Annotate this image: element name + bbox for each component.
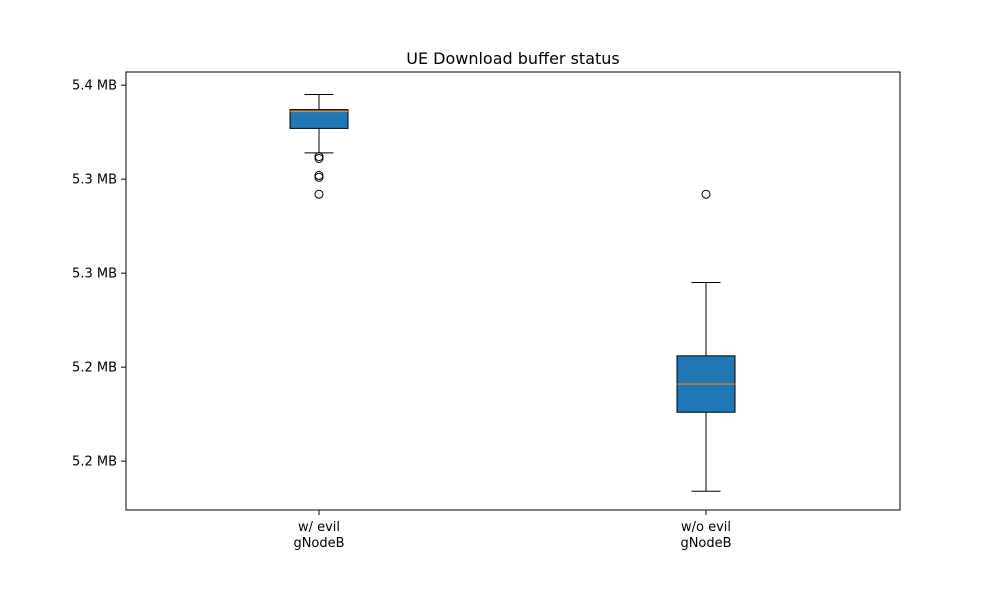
axes-frame [125, 71, 901, 511]
x-tick-label: gNodeB [680, 536, 731, 551]
y-tick-label: 5.3 MB [72, 267, 117, 282]
y-tick-label: 5.2 MB [72, 455, 117, 470]
outlier-point [314, 189, 324, 199]
plot-area: 5.4 MB5.3 MB5.3 MB5.2 MB5.2 MBw/ evilgNo… [72, 79, 736, 551]
y-tick-label: 5.3 MB [72, 173, 117, 188]
y-tick-label: 5.4 MB [72, 79, 117, 94]
x-tick-label: gNodeB [293, 536, 344, 551]
outlier-point [314, 152, 324, 162]
x-tick-label: w/o evil [681, 520, 731, 535]
y-tick-label: 5.2 MB [72, 361, 117, 376]
x-tick-label: w/ evil [298, 520, 340, 535]
chart-title: UE Download buffer status [406, 49, 620, 68]
outlier-point [701, 189, 711, 199]
outlier-point [314, 170, 324, 180]
box-iqr [289, 109, 349, 129]
